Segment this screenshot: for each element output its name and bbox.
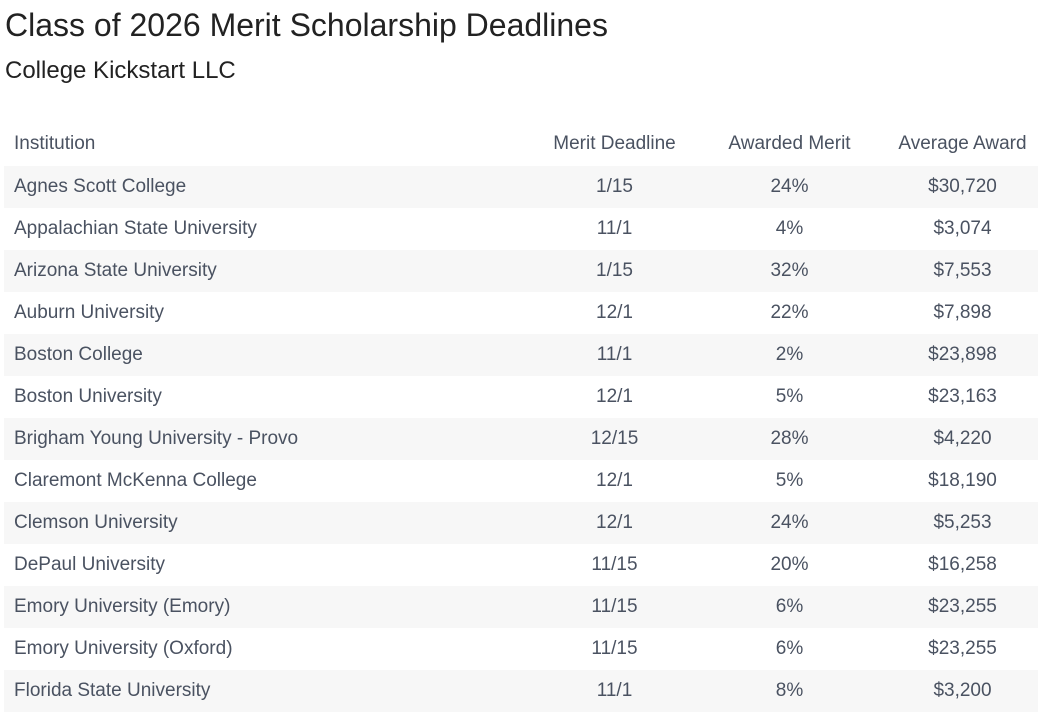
average-award-cell: $23,255 bbox=[928, 638, 997, 659]
merit-deadline-cell: 11/15 bbox=[591, 554, 638, 575]
merit-deadline-cell: 12/1 bbox=[596, 386, 633, 407]
merit-deadline-cell: 11/15 bbox=[527, 586, 702, 628]
column-header-average-award: Average Award bbox=[898, 133, 1027, 154]
average-award-cell: $23,898 bbox=[877, 334, 1038, 376]
page-title: Class of 2026 Merit Scholarship Deadline… bbox=[5, 7, 608, 43]
awarded-merit-cell: 4% bbox=[775, 218, 804, 239]
merit-deadline-cell: 11/1 bbox=[527, 670, 702, 712]
average-award-cell: $16,258 bbox=[928, 554, 997, 575]
column-header-awarded-merit: Awarded Merit bbox=[728, 133, 851, 154]
merit-deadline-cell: 12/1 bbox=[527, 502, 702, 544]
average-award-cell: $23,163 bbox=[928, 386, 997, 407]
institution-cell: Boston College bbox=[4, 334, 527, 376]
institution-cell: Claremont McKenna College bbox=[14, 470, 257, 491]
awarded-merit-cell: 5% bbox=[775, 470, 804, 491]
merit-deadline-cell: 12/1 bbox=[596, 470, 633, 491]
institution-cell: Emory University (Emory) bbox=[4, 586, 527, 628]
awarded-merit-cell: 32% bbox=[702, 250, 877, 292]
table-header-row: Institution Merit Deadline Awarded Merit… bbox=[4, 122, 1038, 166]
merit-deadlines-table: Institution Merit Deadline Awarded Merit… bbox=[4, 122, 1038, 712]
awarded-merit-cell: 24% bbox=[702, 502, 877, 544]
merit-deadline-cell: 12/1 bbox=[596, 302, 633, 323]
column-header-merit-deadline: Merit Deadline bbox=[553, 133, 676, 154]
average-award-cell: $18,190 bbox=[928, 470, 997, 491]
awarded-merit-cell: 5% bbox=[775, 386, 804, 407]
average-award-cell: $30,720 bbox=[877, 166, 1038, 208]
institution-cell: Florida State University bbox=[4, 670, 527, 712]
merit-deadline-cell: 11/1 bbox=[596, 218, 633, 239]
table-row: Boston University 12/1 5% $23,163 bbox=[4, 376, 1038, 418]
institution-cell: Arizona State University bbox=[4, 250, 527, 292]
table-row: Arizona State University 1/15 32% $7,553 bbox=[4, 250, 1038, 292]
average-award-cell: $3,074 bbox=[933, 218, 992, 239]
awarded-merit-cell: 8% bbox=[702, 670, 877, 712]
table-row: Emory University (Emory) 11/15 6% $23,25… bbox=[4, 586, 1038, 628]
institution-cell: Boston University bbox=[14, 386, 162, 407]
table-row: Brigham Young University - Provo 12/15 2… bbox=[4, 418, 1038, 460]
table-row: Boston College 11/1 2% $23,898 bbox=[4, 334, 1038, 376]
institution-cell: DePaul University bbox=[14, 554, 165, 575]
table-row: Emory University (Oxford) 11/15 6% $23,2… bbox=[4, 628, 1038, 670]
merit-deadline-cell: 11/1 bbox=[527, 334, 702, 376]
average-award-cell: $3,200 bbox=[877, 670, 1038, 712]
institution-cell: Auburn University bbox=[14, 302, 164, 323]
table-row: Agnes Scott College 1/15 24% $30,720 bbox=[4, 166, 1038, 208]
merit-deadline-cell: 12/15 bbox=[527, 418, 702, 460]
merit-deadline-cell: 1/15 bbox=[527, 250, 702, 292]
awarded-merit-cell: 6% bbox=[702, 586, 877, 628]
merit-deadline-cell: 1/15 bbox=[527, 166, 702, 208]
awarded-merit-cell: 28% bbox=[702, 418, 877, 460]
institution-cell: Clemson University bbox=[4, 502, 527, 544]
institution-cell: Appalachian State University bbox=[14, 218, 257, 239]
institution-cell: Agnes Scott College bbox=[4, 166, 527, 208]
table-row: Auburn University 12/1 22% $7,898 bbox=[4, 292, 1038, 334]
average-award-cell: $5,253 bbox=[877, 502, 1038, 544]
average-award-cell: $23,255 bbox=[877, 586, 1038, 628]
merit-deadline-cell: 11/15 bbox=[591, 638, 638, 659]
table-row: Florida State University 11/1 8% $3,200 bbox=[4, 670, 1038, 712]
table-row: DePaul University 11/15 20% $16,258 bbox=[4, 544, 1038, 586]
column-header-institution: Institution bbox=[14, 133, 96, 154]
table-row: Appalachian State University 11/1 4% $3,… bbox=[4, 208, 1038, 250]
table-row: Clemson University 12/1 24% $5,253 bbox=[4, 502, 1038, 544]
page-subtitle: College Kickstart LLC bbox=[5, 57, 236, 84]
institution-cell: Emory University (Oxford) bbox=[14, 638, 233, 659]
awarded-merit-cell: 22% bbox=[770, 302, 809, 323]
average-award-cell: $7,898 bbox=[933, 302, 992, 323]
awarded-merit-cell: 20% bbox=[770, 554, 809, 575]
awarded-merit-cell: 6% bbox=[775, 638, 804, 659]
table-row: Claremont McKenna College 12/1 5% $18,19… bbox=[4, 460, 1038, 502]
awarded-merit-cell: 24% bbox=[702, 166, 877, 208]
institution-cell: Brigham Young University - Provo bbox=[4, 418, 527, 460]
average-award-cell: $4,220 bbox=[877, 418, 1038, 460]
average-award-cell: $7,553 bbox=[877, 250, 1038, 292]
awarded-merit-cell: 2% bbox=[702, 334, 877, 376]
